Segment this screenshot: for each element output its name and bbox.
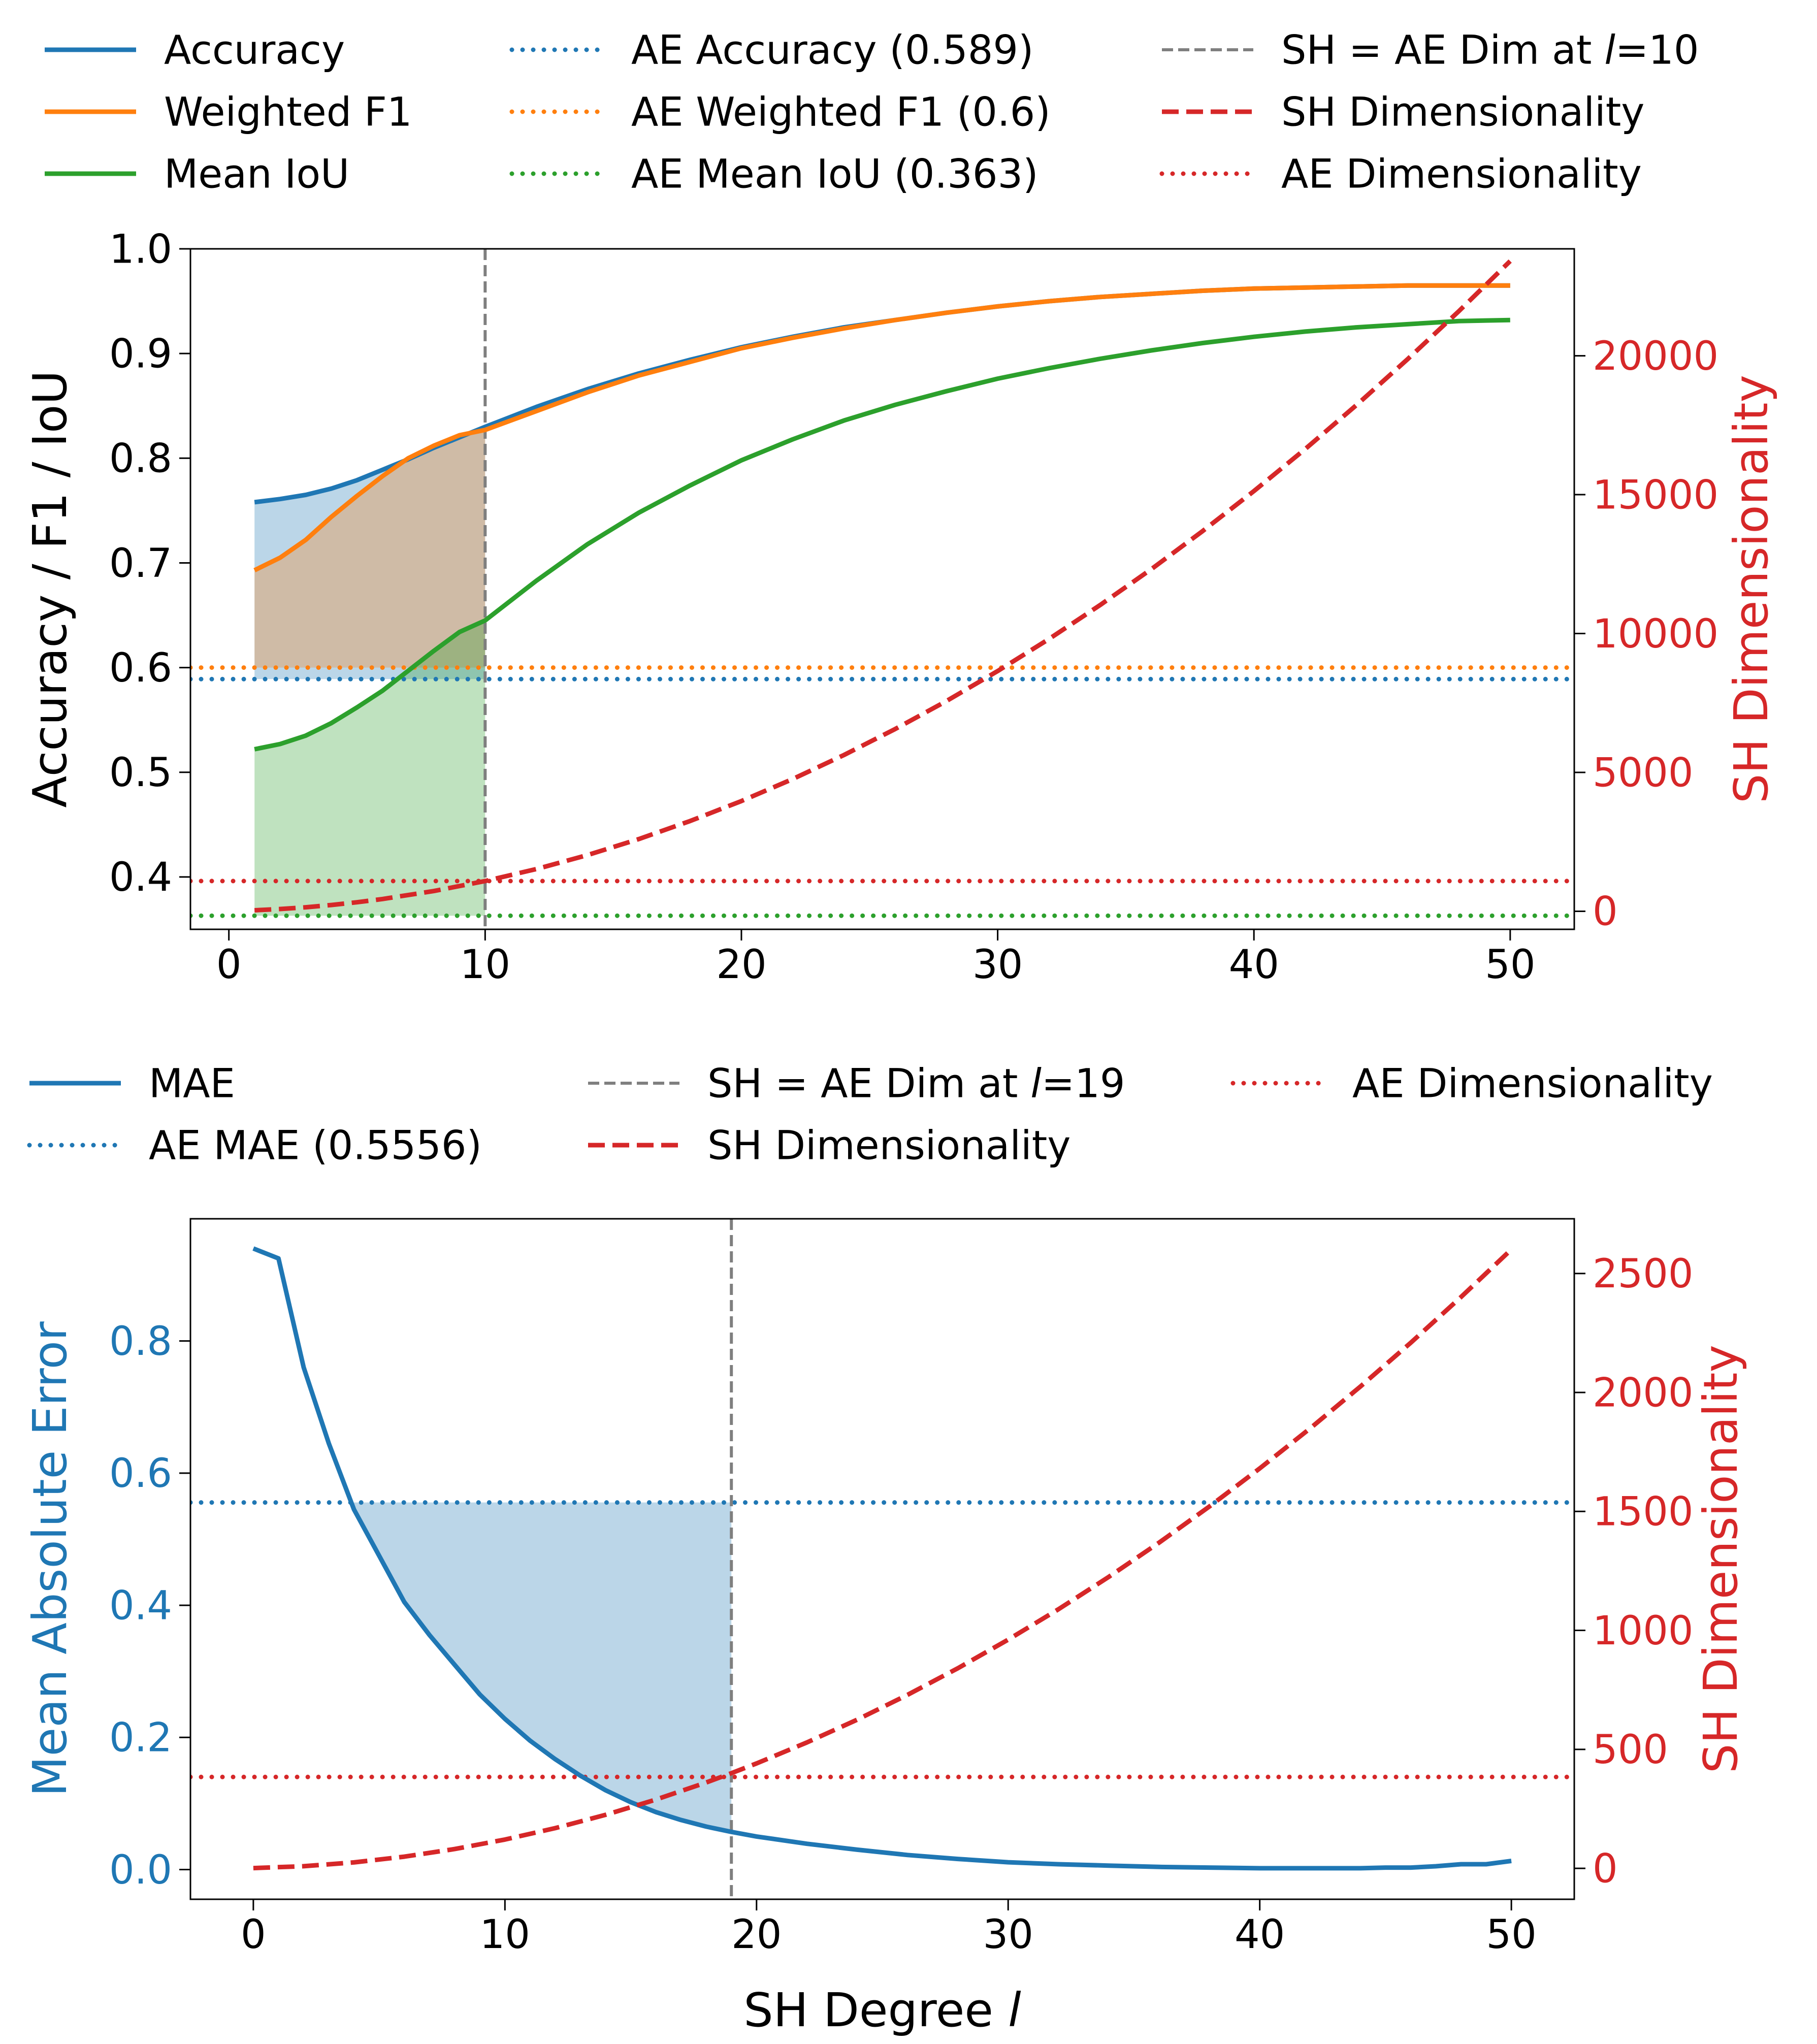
plot-area xyxy=(190,249,1574,929)
y-tick-label: 0.6 xyxy=(109,645,172,691)
x-tick-label: 30 xyxy=(972,942,1023,988)
y2-tick-label: 5000 xyxy=(1593,750,1694,796)
y2-tick-label: 2000 xyxy=(1593,1370,1694,1416)
x-tick-label: 0 xyxy=(241,1912,266,1958)
y-tick-label: 0.0 xyxy=(109,1847,172,1893)
plot-area xyxy=(190,1219,1574,1899)
legend-label-italic: l xyxy=(1030,1061,1042,1107)
legend-label-ae-weighted-f1: AE Weighted F1 (0.6) xyxy=(631,89,1051,135)
x-axis-label: SH Degree l xyxy=(743,1983,1021,2037)
x-tick-label: 10 xyxy=(480,1912,530,1958)
y2-tick-label: 0 xyxy=(1593,1846,1618,1892)
y2-tick-label: 20000 xyxy=(1593,334,1718,379)
y-tick-label: 0.9 xyxy=(109,331,172,377)
legend-label-ae-dimensionality: AE Dimensionality xyxy=(1281,151,1642,197)
x-tick-label: 30 xyxy=(983,1912,1033,1958)
legend-label-ae-dimensionality: AE Dimensionality xyxy=(1352,1061,1713,1107)
series-line-sh-dimensionality xyxy=(253,1248,1513,1871)
y2-tick-label: 15000 xyxy=(1593,472,1718,518)
series-line-sh-dimensionality xyxy=(254,259,1512,913)
x-axis-label-text: SH Degree xyxy=(743,1983,1008,2037)
legend-label-mae: MAE xyxy=(149,1061,235,1107)
y-axis-label: Mean Absolute Error xyxy=(23,1321,77,1797)
y2-tick-label: 1500 xyxy=(1593,1489,1694,1535)
plot-frame xyxy=(189,1218,1575,1900)
y-tick-label: 0.4 xyxy=(109,855,172,900)
legend-label-post: =19 xyxy=(1042,1061,1125,1107)
legend-label-italic: l xyxy=(1604,27,1615,73)
x-tick-label: 50 xyxy=(1485,942,1535,988)
legend-label-weighted-f1: Weighted F1 xyxy=(164,89,412,135)
series-line-mean-iou xyxy=(254,317,1510,752)
bottom-chart: 0 10 20 30 40 50 0.0 0.2 0.4 0.6 0.8 0 500 1000 1500 20… xyxy=(23,1061,1748,2037)
legend-label-sh-ae-dim: SH = AE Dim at l=10 xyxy=(1281,27,1699,73)
y2-tick-label: 1000 xyxy=(1593,1608,1694,1654)
plot-frame xyxy=(189,248,1575,930)
legend-label-sh-ae-dim: SH = AE Dim at l=19 xyxy=(707,1061,1125,1107)
y2-tick-label: 500 xyxy=(1593,1727,1668,1773)
y-tick-label: 0.8 xyxy=(109,1319,172,1365)
legend-label-pre: SH = AE Dim at xyxy=(1281,27,1604,73)
fill-area-mae xyxy=(354,1502,732,1832)
x-tick-label: 0 xyxy=(216,942,242,988)
y-tick-label: 0.6 xyxy=(109,1451,172,1497)
fill-area-accuracy xyxy=(254,427,485,679)
legend-label-ae-mean-iou: AE Mean IoU (0.363) xyxy=(631,151,1039,197)
x-tick-label: 20 xyxy=(716,942,766,988)
y-tick-label: 0.5 xyxy=(109,750,172,796)
y-tick-label: 1.0 xyxy=(109,226,172,272)
legend-label-mean-iou: Mean IoU xyxy=(164,151,349,197)
y-tick-label: 0.8 xyxy=(109,436,172,482)
legend-label-accuracy: Accuracy xyxy=(164,27,345,73)
y-tick-label: 0.4 xyxy=(109,1583,172,1629)
legend-label-pre: SH = AE Dim at xyxy=(707,1061,1030,1107)
x-tick-label: 50 xyxy=(1486,1912,1537,1958)
series-line-weighted-f1 xyxy=(253,283,1510,572)
fill-area-mean-iou xyxy=(254,620,485,916)
x-axis-label-italic: l xyxy=(1008,1983,1021,2037)
legend-label-post: =10 xyxy=(1615,27,1699,73)
top-chart: 0 10 20 30 40 50 0.4 0.5 0.6 0.7 0.8 0.9 1.0 0 5000 100… xyxy=(23,27,1778,988)
y2-axis-label: SH Dimensionality xyxy=(1724,375,1778,803)
y2-tick-label: 2500 xyxy=(1593,1251,1694,1297)
legend-label-ae-mae: AE MAE (0.5556) xyxy=(149,1123,482,1169)
x-tick-label: 20 xyxy=(731,1912,782,1958)
y-tick-label: 0.7 xyxy=(109,541,172,587)
x-tick-label: 10 xyxy=(460,942,510,988)
x-tick-label: 40 xyxy=(1229,942,1279,988)
legend-label-ae-accuracy: AE Accuracy (0.589) xyxy=(631,27,1034,73)
legend: Accuracy Weighted F1 Mean IoU AE Accuracy (… xyxy=(45,27,1699,197)
y2-tick-label: 10000 xyxy=(1593,611,1718,657)
x-tick-label: 40 xyxy=(1235,1912,1285,1958)
y-axis-label: Accuracy / F1 / IoU xyxy=(23,370,77,807)
y2-axis-label: SH Dimensionality xyxy=(1694,1345,1748,1773)
legend-label-sh-dimensionality: SH Dimensionality xyxy=(1281,89,1644,135)
fill-area-weighted-f1 xyxy=(254,430,485,668)
y2-tick-label: 0 xyxy=(1593,889,1618,935)
y-tick-label: 0.2 xyxy=(109,1715,172,1761)
legend-label-sh-dimensionality: SH Dimensionality xyxy=(707,1123,1070,1169)
